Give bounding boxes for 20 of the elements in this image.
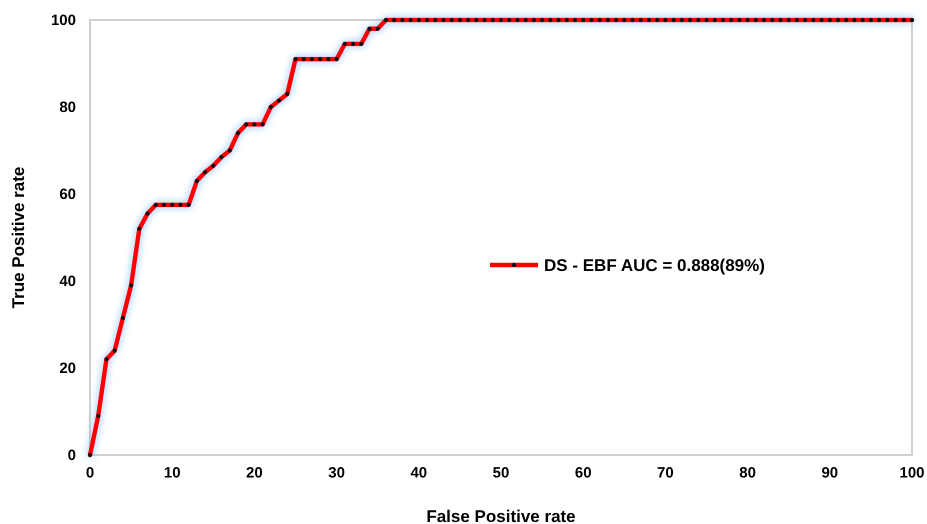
y-tick-label: 0 bbox=[68, 446, 76, 464]
y-tick-label: 40 bbox=[59, 272, 76, 290]
y-axis-title: True Positive rate bbox=[9, 166, 28, 308]
y-tick-label: 80 bbox=[59, 98, 76, 116]
x-tick-label: 0 bbox=[86, 464, 94, 482]
x-tick-label: 80 bbox=[739, 464, 756, 482]
x-tick-label: 20 bbox=[246, 464, 263, 482]
x-axis-title: False Positive rate bbox=[426, 507, 576, 524]
x-tick-label: 40 bbox=[410, 464, 428, 482]
x-tick-label: 70 bbox=[657, 464, 674, 482]
x-tick-label: 10 bbox=[164, 464, 181, 482]
x-tick-label: 30 bbox=[328, 464, 345, 482]
y-tick-label: 20 bbox=[59, 360, 76, 377]
y-tick-label: 60 bbox=[59, 186, 76, 203]
x-tick-label: 50 bbox=[492, 464, 510, 482]
legend-label: DS - EBF AUC = 0.888(89%) bbox=[544, 256, 765, 275]
x-tick-label: 90 bbox=[821, 464, 838, 482]
x-tick-label: 60 bbox=[574, 464, 592, 482]
x-tick-label: 100 bbox=[899, 464, 925, 482]
y-tick-label: 100 bbox=[50, 12, 76, 29]
